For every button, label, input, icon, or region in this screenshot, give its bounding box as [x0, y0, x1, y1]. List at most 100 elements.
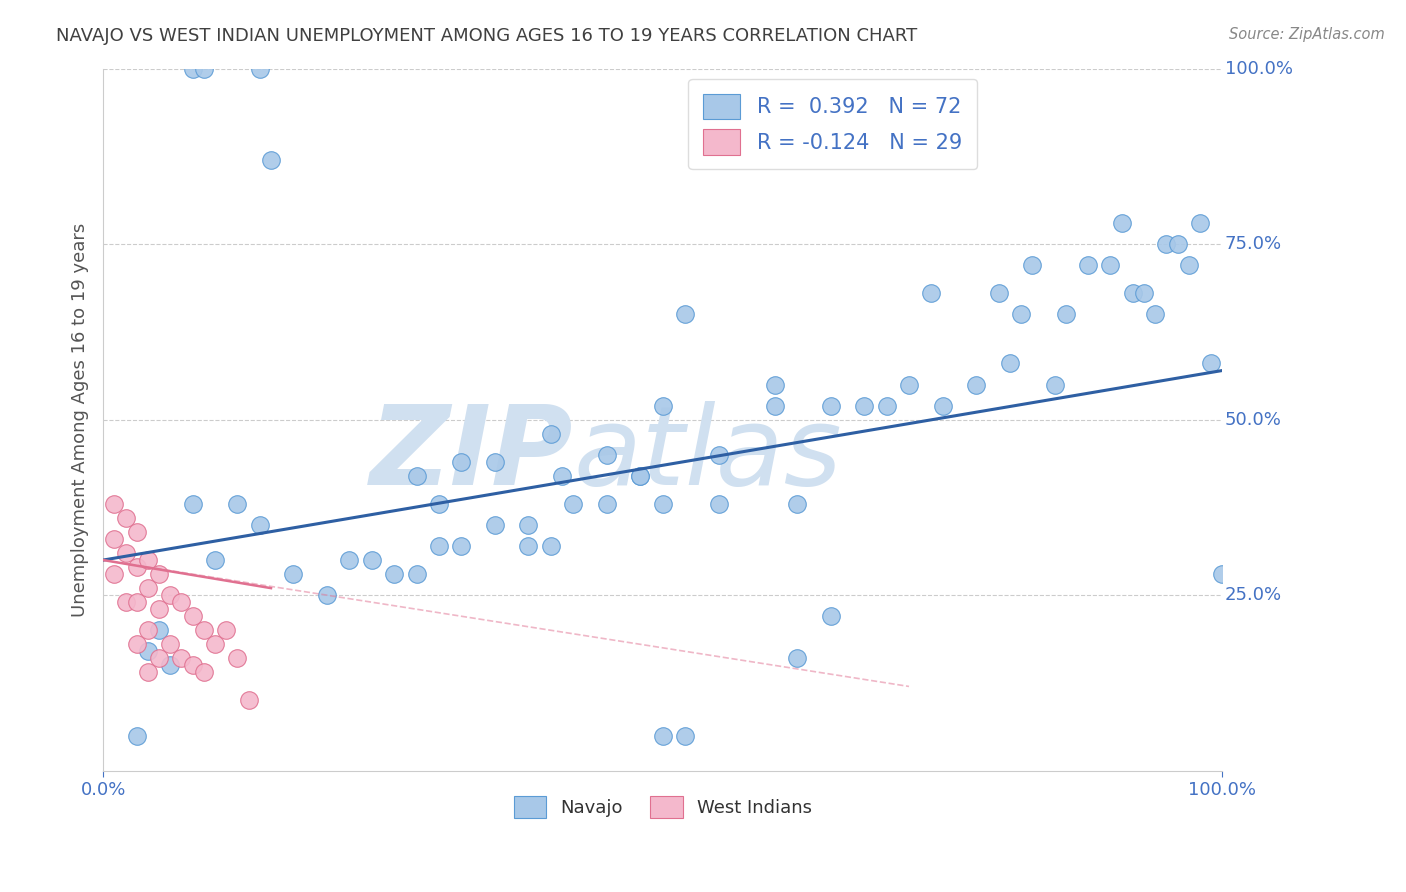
Point [1144, 307, 1167, 321]
Point [1156, 237, 1178, 252]
Point [1010, 307, 1032, 321]
Point [103, 497, 125, 511]
Text: 75.0%: 75.0% [1225, 235, 1282, 253]
Point [628, 468, 651, 483]
Text: 100.0%: 100.0% [1225, 60, 1292, 78]
Point [204, 553, 226, 567]
Point [103, 532, 125, 546]
Text: NAVAJO VS WEST INDIAN UNEMPLOYMENT AMONG AGES 16 TO 19 YEARS CORRELATION CHART: NAVAJO VS WEST INDIAN UNEMPLOYMENT AMONG… [56, 27, 918, 45]
Point [998, 356, 1021, 370]
Point [238, 693, 260, 707]
Text: Source: ZipAtlas.com: Source: ZipAtlas.com [1229, 27, 1385, 42]
Point [136, 624, 159, 638]
Legend: Navajo, West Indians: Navajo, West Indians [506, 789, 820, 825]
Point [148, 624, 170, 638]
Point [114, 546, 136, 560]
Point [114, 511, 136, 525]
Point [148, 567, 170, 582]
Point [159, 637, 181, 651]
Point [820, 399, 842, 413]
Point [1167, 237, 1189, 252]
Point [1111, 216, 1133, 230]
Point [136, 581, 159, 595]
Point [148, 651, 170, 665]
Point [125, 560, 148, 574]
Point [1178, 258, 1201, 272]
Point [853, 399, 876, 413]
Point [763, 377, 786, 392]
Point [204, 637, 226, 651]
Point [673, 307, 696, 321]
Point [517, 539, 540, 553]
Point [193, 624, 215, 638]
Point [136, 553, 159, 567]
Point [337, 553, 360, 567]
Point [170, 651, 193, 665]
Point [931, 399, 953, 413]
Point [103, 567, 125, 582]
Point [651, 399, 673, 413]
Point [987, 286, 1010, 301]
Point [651, 729, 673, 743]
Point [540, 539, 562, 553]
Point [249, 62, 271, 76]
Point [551, 468, 574, 483]
Point [562, 497, 585, 511]
Point [148, 602, 170, 616]
Point [484, 518, 506, 533]
Point [517, 518, 540, 533]
Point [125, 595, 148, 609]
Point [1122, 286, 1144, 301]
Point [1211, 567, 1233, 582]
Point [181, 62, 204, 76]
Point [876, 399, 898, 413]
Point [249, 518, 271, 533]
Point [450, 539, 472, 553]
Text: ZIP: ZIP [370, 401, 574, 508]
Point [596, 497, 619, 511]
Point [1077, 258, 1099, 272]
Point [820, 609, 842, 624]
Point [170, 595, 193, 609]
Point [405, 468, 427, 483]
Text: 50.0%: 50.0% [1225, 410, 1281, 429]
Point [673, 729, 696, 743]
Point [786, 497, 808, 511]
Point [1099, 258, 1122, 272]
Point [707, 448, 730, 462]
Point [114, 595, 136, 609]
Point [159, 658, 181, 673]
Point [136, 665, 159, 680]
Point [651, 497, 673, 511]
Point [1043, 377, 1066, 392]
Point [763, 399, 786, 413]
Point [283, 567, 305, 582]
Text: atlas: atlas [574, 401, 842, 508]
Point [193, 62, 215, 76]
Point [1054, 307, 1077, 321]
Point [215, 624, 238, 638]
Point [125, 729, 148, 743]
Y-axis label: Unemployment Among Ages 16 to 19 years: Unemployment Among Ages 16 to 19 years [72, 222, 89, 616]
Point [125, 524, 148, 539]
Point [707, 497, 730, 511]
Point [450, 455, 472, 469]
Point [427, 497, 450, 511]
Point [1188, 216, 1211, 230]
Point [181, 658, 204, 673]
Point [898, 377, 921, 392]
Point [1133, 286, 1156, 301]
Point [260, 153, 283, 167]
Point [136, 644, 159, 658]
Point [405, 567, 427, 582]
Point [1199, 356, 1222, 370]
Point [484, 455, 506, 469]
Point [628, 468, 651, 483]
Point [596, 448, 619, 462]
Point [786, 651, 808, 665]
Point [382, 567, 405, 582]
Point [181, 497, 204, 511]
Point [965, 377, 987, 392]
Point [427, 539, 450, 553]
Point [316, 588, 339, 602]
